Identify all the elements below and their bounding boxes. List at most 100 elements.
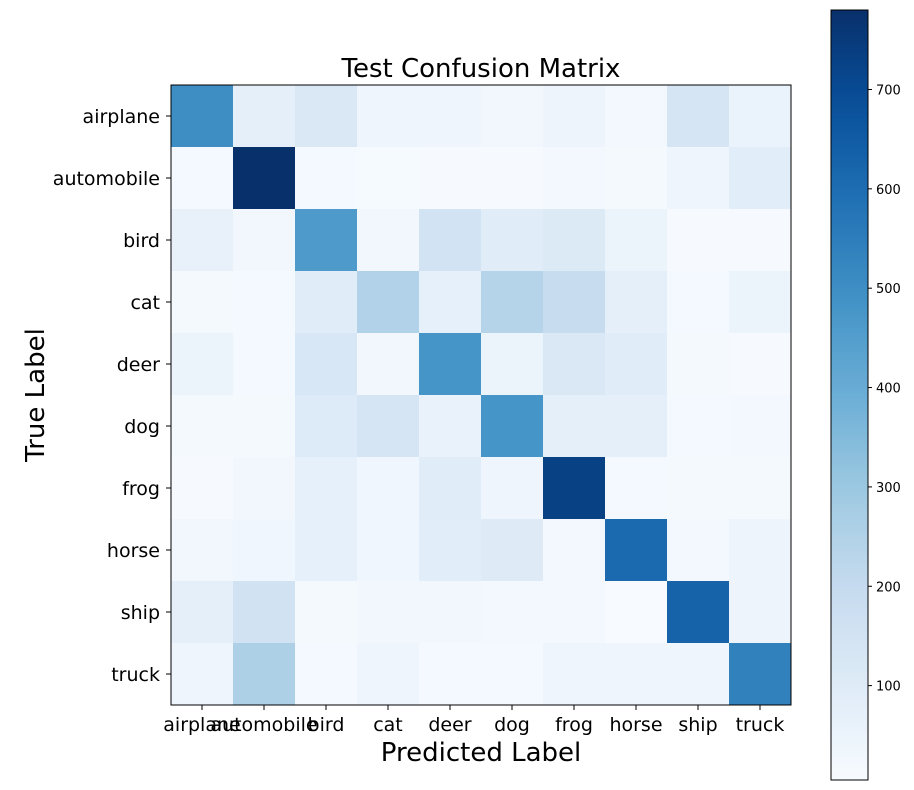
colorbar-tick-label: 500 (876, 282, 901, 297)
heatmap-cell (171, 395, 234, 458)
heatmap-cell (543, 85, 606, 148)
heatmap-cell (667, 519, 730, 582)
heatmap-cell (419, 457, 482, 520)
heatmap-cell (295, 85, 358, 148)
heatmap-cell (729, 581, 792, 644)
x-tick-label: automobile (210, 714, 317, 736)
heatmap-cell (357, 333, 420, 396)
heatmap-cell (729, 147, 792, 210)
x-tick-label: truck (736, 714, 785, 736)
colorbar-gradient (830, 9, 869, 781)
plot-frame (170, 84, 792, 706)
heatmap-cell (729, 85, 792, 148)
heatmap-cell (233, 395, 296, 458)
heatmap-cell (419, 581, 482, 644)
heatmap-cell (543, 333, 606, 396)
y-tick-label: dog (124, 416, 160, 438)
x-tick-label: dog (494, 714, 530, 736)
heatmap-cell (729, 519, 792, 582)
heatmap-cell (295, 457, 358, 520)
heatmap-cells (171, 85, 792, 706)
heatmap-cell (419, 85, 482, 148)
heatmap-cell (419, 395, 482, 458)
heatmap-cell (605, 643, 668, 706)
heatmap-cell (171, 519, 234, 582)
heatmap-cell (481, 333, 544, 396)
heatmap-cell (481, 643, 544, 706)
y-tick-label: deer (117, 354, 160, 376)
y-tick-label: horse (107, 540, 160, 562)
chart-title: Test Confusion Matrix (341, 54, 621, 84)
heatmap-cell (543, 147, 606, 210)
heatmap-cell (605, 147, 668, 210)
heatmap-cell (481, 147, 544, 210)
x-tick-label: deer (428, 714, 471, 736)
heatmap-cell (605, 209, 668, 272)
heatmap-cell (295, 209, 358, 272)
heatmap-cell (357, 85, 420, 148)
y-tick-label: ship (121, 602, 160, 624)
heatmap-cell (543, 209, 606, 272)
heatmap-cell (295, 581, 358, 644)
heatmap-cell (543, 457, 606, 520)
heatmap-cell (357, 519, 420, 582)
heatmap-cell (605, 519, 668, 582)
heatmap-cell (729, 395, 792, 458)
x-tick-label: airplane (163, 714, 240, 736)
heatmap-cell (357, 271, 420, 334)
heatmap-cell (357, 643, 420, 706)
heatmap-cell (605, 271, 668, 334)
heatmap-cell (667, 85, 730, 148)
heatmap-cell (481, 271, 544, 334)
heatmap-cell (295, 395, 358, 458)
heatmap-cell (233, 85, 296, 148)
heatmap-cell (481, 395, 544, 458)
x-tick-label: bird (308, 714, 345, 736)
x-tick-label: frog (555, 714, 593, 736)
colorbar-tick-label: 400 (876, 382, 901, 397)
heatmap-cell (295, 643, 358, 706)
x-tick-label: horse (609, 714, 662, 736)
heatmap-cell (171, 85, 234, 148)
heatmap-cell (295, 519, 358, 582)
heatmap-cell (729, 271, 792, 334)
heatmap-cell (233, 519, 296, 582)
colorbar: 100 200 300 400 500 600 700 (830, 9, 901, 781)
heatmap-cell (171, 333, 234, 396)
heatmap-cell (357, 581, 420, 644)
heatmap-cell (667, 333, 730, 396)
heatmap-cell (729, 209, 792, 272)
heatmap-cell (233, 457, 296, 520)
heatmap-cell (357, 457, 420, 520)
colorbar-tick-label: 700 (876, 83, 901, 98)
x-tick-label: cat (373, 714, 403, 736)
y-tick-label: bird (123, 230, 160, 252)
heatmap-cell (419, 147, 482, 210)
colorbar-tick-label: 100 (876, 680, 901, 695)
heatmap-cell (481, 85, 544, 148)
heatmap-cell (481, 209, 544, 272)
heatmap-cell (295, 271, 358, 334)
heatmap-cell (667, 209, 730, 272)
heatmap-cell (171, 209, 234, 272)
heatmap-cell (357, 395, 420, 458)
heatmap-cell (419, 333, 482, 396)
heatmap-cell (419, 271, 482, 334)
heatmap-cell (605, 85, 668, 148)
heatmap-cell (233, 271, 296, 334)
y-axis-ticks: airplane automobile bird cat deer dog frog hors… (53, 106, 171, 686)
x-tick-label: ship (678, 714, 717, 736)
y-tick-label: truck (111, 664, 160, 686)
heatmap-cell (357, 209, 420, 272)
heatmap-cell (729, 333, 792, 396)
y-tick-label: automobile (53, 168, 160, 190)
x-axis-label: Predicted Label (381, 738, 581, 768)
heatmap-cell (667, 457, 730, 520)
heatmap-cell (667, 643, 730, 706)
y-tick-label: frog (122, 478, 160, 500)
heatmap-cell (171, 457, 234, 520)
heatmap-cell (667, 271, 730, 334)
heatmap-cell (605, 333, 668, 396)
